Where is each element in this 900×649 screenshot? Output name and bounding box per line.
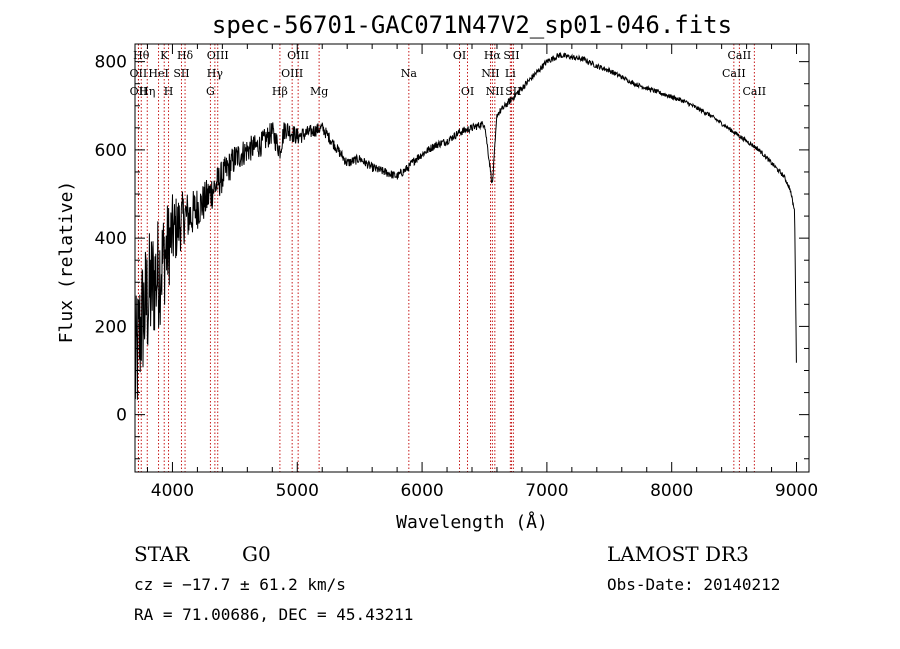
line-marker-label: Hθ: [133, 49, 150, 62]
y-tick-label: 400: [95, 229, 127, 249]
y-tick-label: 800: [95, 53, 127, 73]
y-tick-label: 600: [95, 141, 127, 161]
y-tick-label: 0: [116, 406, 127, 426]
line-marker-label: OI: [453, 49, 466, 62]
line-marker-label: Na: [401, 67, 418, 80]
line-marker-label: CaII: [742, 85, 766, 98]
line-marker-label: Hη: [139, 85, 155, 98]
line-marker-label: K: [160, 49, 169, 62]
y-axis-label: Flux (relative): [56, 181, 77, 344]
line-marker-label: OIII: [281, 67, 303, 80]
object-class: STAR: [134, 542, 190, 566]
line-marker-label: CaII: [728, 49, 752, 62]
x-tick-label: 9000: [775, 481, 818, 501]
line-marker-label: OI: [461, 85, 474, 98]
line-marker-label: Li: [505, 67, 516, 80]
x-axis-label: Wavelength (Å): [396, 511, 548, 533]
line-marker-label: Hγ: [207, 67, 224, 80]
coords-text: RA = 71.00686, DEC = 45.43211: [134, 605, 413, 624]
line-marker-label: HeI: [148, 67, 168, 80]
x-tick-label: 6000: [400, 481, 443, 501]
line-marker-label: NII: [486, 85, 504, 98]
line-marker-label: Hδ: [177, 49, 194, 62]
chart-title: spec-56701-GAC071N47V2_sp01-046.fits: [212, 11, 732, 39]
line-marker-label: OIII: [207, 49, 229, 62]
redshift-text: cz = −17.7 ± 61.2 km/s: [134, 575, 346, 594]
x-tick-label: 7000: [525, 481, 568, 501]
line-marker-label: SII: [503, 49, 519, 62]
x-tick-label: 5000: [276, 481, 319, 501]
line-marker-label: Hβ: [272, 85, 288, 98]
line-marker-label: NII: [481, 67, 499, 80]
line-marker-label: SII: [505, 85, 521, 98]
line-markers: [137, 44, 755, 472]
line-marker-label: OIII: [287, 49, 309, 62]
line-marker-label: Hα: [484, 49, 502, 62]
line-marker-label: OII: [130, 85, 148, 98]
axis-ticks: 4000 5000 6000 7000 8000 9000 0 200 400 600 800: [95, 44, 818, 501]
survey-label: LAMOST DR3: [607, 542, 749, 566]
x-tick-label: 8000: [650, 481, 693, 501]
line-marker-label: H: [164, 85, 174, 98]
obs-date-text: Obs-Date: 20140212: [607, 575, 780, 594]
line-marker-label: Mg: [310, 85, 328, 98]
x-tick-label: 4000: [151, 481, 194, 501]
plot-frame: [134, 43, 810, 473]
spectrum-line: [134, 51, 797, 400]
line-marker-label: OII: [130, 67, 148, 80]
object-subclass: G0: [242, 542, 271, 566]
line-marker-label: SII: [173, 67, 189, 80]
y-tick-label: 200: [95, 317, 127, 337]
line-marker-label: CaII: [722, 67, 746, 80]
line-marker-label: G: [206, 85, 215, 98]
